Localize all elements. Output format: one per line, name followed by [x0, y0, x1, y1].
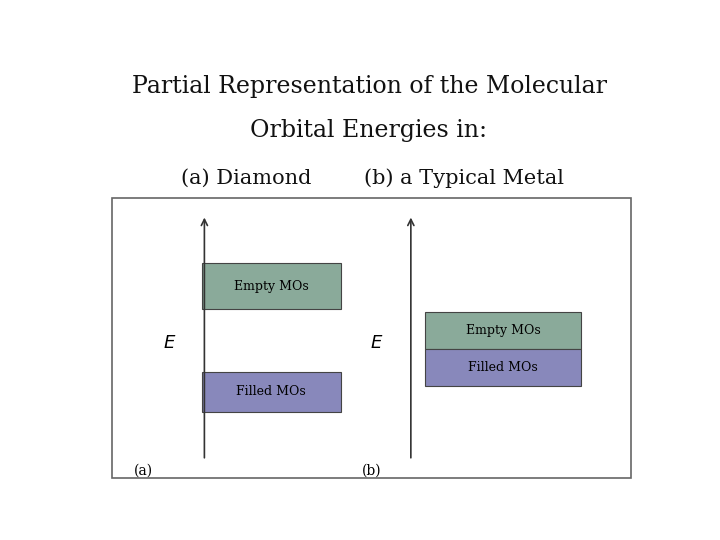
Text: Empty MOs: Empty MOs — [234, 280, 309, 293]
Text: $E$: $E$ — [163, 334, 176, 353]
Bar — [202, 264, 341, 309]
Text: Filled MOs: Filled MOs — [468, 361, 538, 374]
Text: (b) a Typical Metal: (b) a Typical Metal — [364, 168, 564, 188]
Text: (a) Diamond: (a) Diamond — [181, 168, 312, 188]
Text: Empty MOs: Empty MOs — [466, 324, 540, 337]
Text: (a): (a) — [133, 464, 153, 477]
Bar — [202, 372, 341, 412]
Text: Partial Representation of the Molecular: Partial Representation of the Molecular — [132, 75, 606, 98]
Text: Filled MOs: Filled MOs — [236, 386, 306, 399]
Text: Orbital Energies in:: Orbital Energies in: — [251, 119, 487, 143]
Bar — [425, 349, 581, 386]
Text: $E$: $E$ — [369, 334, 383, 353]
Text: (b): (b) — [362, 464, 382, 477]
Bar — [425, 312, 581, 349]
